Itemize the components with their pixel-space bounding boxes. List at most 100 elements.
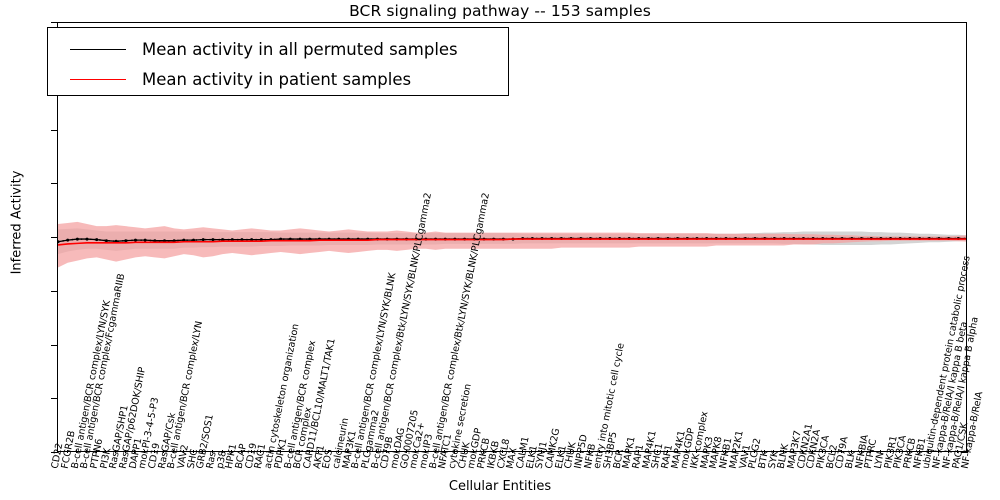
x-axis-tick-mark bbox=[637, 449, 639, 453]
x-axis-tick-mark bbox=[599, 449, 601, 453]
x-axis-tick-mark bbox=[250, 449, 252, 453]
y-axis-tick-mark bbox=[51, 398, 57, 400]
legend-line-patient bbox=[70, 78, 126, 80]
x-axis-tick-mark bbox=[957, 449, 959, 453]
x-axis-tick-mark bbox=[802, 449, 804, 453]
x-axis-tick-mark bbox=[76, 449, 78, 453]
x-axis-tick-mark bbox=[647, 449, 649, 453]
chart-legend: Mean activity in all permuted samples Me… bbox=[47, 27, 509, 96]
x-axis-tick-mark bbox=[947, 449, 949, 453]
y-axis-tick-mark bbox=[51, 237, 57, 238]
x-axis-tick-mark bbox=[269, 449, 271, 453]
x-axis-tick-mark bbox=[831, 449, 833, 453]
x-axis-tick-mark bbox=[821, 449, 823, 453]
y-axis-tick-mark bbox=[961, 452, 967, 453]
x-axis-tick-mark bbox=[299, 449, 301, 453]
x-axis-tick-mark bbox=[666, 449, 668, 453]
plot-svg bbox=[58, 221, 966, 268]
x-axis-tick-mark bbox=[763, 449, 765, 453]
x-axis-tick-mark bbox=[337, 449, 339, 453]
x-axis-tick-mark bbox=[144, 449, 146, 453]
x-axis-tick-mark bbox=[57, 449, 58, 453]
x-axis-tick-mark bbox=[608, 449, 610, 453]
x-axis-label: Cellular Entities bbox=[448, 479, 552, 494]
x-axis-tick-mark bbox=[115, 449, 117, 453]
x-axis-tick-mark bbox=[734, 449, 736, 453]
patient-mean-line bbox=[58, 238, 966, 246]
x-axis-tick-mark bbox=[676, 449, 678, 453]
x-axis-tick-mark bbox=[279, 449, 281, 453]
x-axis-tick-mark bbox=[541, 449, 543, 453]
x-axis-tick-mark bbox=[357, 449, 359, 453]
x-axis-tick-mark bbox=[705, 449, 707, 453]
x-axis-tick-mark bbox=[908, 449, 910, 453]
legend-entry-patient: Mean activity in patient samples bbox=[58, 64, 498, 94]
x-axis-tick-mark bbox=[347, 449, 349, 453]
x-axis-tick-mark bbox=[792, 449, 794, 453]
x-axis-tick-mark bbox=[841, 449, 843, 453]
legend-label-permuted: Mean activity in all permuted samples bbox=[142, 39, 458, 59]
x-axis-tick-mark bbox=[715, 449, 717, 453]
x-axis-tick-mark bbox=[211, 449, 213, 453]
legend-line-permuted bbox=[70, 48, 126, 50]
x-axis-tick-mark bbox=[240, 449, 242, 453]
y-axis-tick-mark bbox=[51, 183, 57, 185]
x-axis-tick-mark bbox=[415, 449, 417, 453]
x-axis-tick-mark bbox=[308, 449, 310, 453]
x-axis-tick-mark bbox=[376, 449, 378, 453]
y-axis-tick-mark bbox=[51, 129, 57, 131]
x-axis-tick-mark bbox=[724, 449, 726, 453]
x-axis-tick-mark bbox=[192, 449, 194, 453]
permuted-mean-dotted-overlay bbox=[58, 237, 966, 243]
x-axis-tick-mark bbox=[657, 449, 659, 453]
x-axis-tick-mark bbox=[395, 449, 397, 453]
x-axis-tick-mark bbox=[773, 449, 775, 453]
x-axis-tick-mark bbox=[744, 449, 746, 453]
x-axis-tick-mark bbox=[879, 449, 881, 453]
x-axis-tick-mark bbox=[444, 449, 446, 453]
x-axis-tick-mark bbox=[870, 449, 872, 453]
y-axis-tick-mark bbox=[51, 290, 57, 292]
x-axis-tick-mark bbox=[589, 449, 591, 453]
x-axis-tick-mark bbox=[473, 449, 475, 453]
x-axis-tick-mark bbox=[812, 449, 814, 453]
x-axis-tick-mark bbox=[105, 449, 107, 453]
legend-entry-permuted: Mean activity in all permuted samples bbox=[58, 34, 498, 64]
x-axis-tick-mark bbox=[434, 449, 436, 453]
x-axis-tick-mark bbox=[231, 449, 233, 453]
x-axis-tick-mark bbox=[899, 449, 901, 453]
x-axis-tick-mark bbox=[560, 449, 562, 453]
x-axis-tick-mark bbox=[424, 449, 426, 453]
x-axis-tick-mark bbox=[366, 449, 368, 453]
x-axis-tick-mark bbox=[482, 449, 484, 453]
x-axis-tick-mark bbox=[783, 449, 785, 453]
x-axis-tick-mark bbox=[221, 449, 223, 453]
x-axis-tick-mark bbox=[860, 449, 862, 453]
x-axis-tick-mark bbox=[86, 449, 88, 453]
x-axis-tick-mark bbox=[579, 449, 581, 453]
x-axis-tick-mark bbox=[531, 449, 533, 453]
x-axis-tick-mark bbox=[889, 449, 891, 453]
x-axis-tick-mark bbox=[182, 449, 184, 453]
legend-label-patient: Mean activity in patient samples bbox=[142, 69, 412, 89]
x-axis-tick-mark bbox=[967, 449, 968, 453]
x-axis-tick-mark bbox=[918, 449, 920, 453]
x-axis-tick-mark bbox=[66, 449, 68, 453]
x-axis-tick-mark bbox=[153, 449, 155, 453]
x-axis-tick-mark bbox=[260, 449, 262, 453]
x-axis-tick-mark bbox=[289, 449, 291, 453]
chart-title: BCR signaling pathway -- 153 samples bbox=[349, 2, 651, 20]
x-axis-tick-mark bbox=[463, 449, 465, 453]
x-axis-tick-mark bbox=[124, 449, 126, 453]
x-axis-tick-mark bbox=[850, 449, 852, 453]
x-axis-tick-mark bbox=[318, 449, 320, 453]
x-axis-tick-mark bbox=[173, 449, 175, 453]
x-axis-tick-mark bbox=[386, 449, 388, 453]
x-axis-tick-mark bbox=[405, 449, 407, 453]
x-axis-tick-mark bbox=[695, 449, 697, 453]
x-axis-tick-mark bbox=[502, 449, 504, 453]
x-axis-tick-mark bbox=[570, 449, 572, 453]
x-axis-tick-mark bbox=[686, 449, 688, 453]
x-axis-tick-mark bbox=[937, 449, 939, 453]
